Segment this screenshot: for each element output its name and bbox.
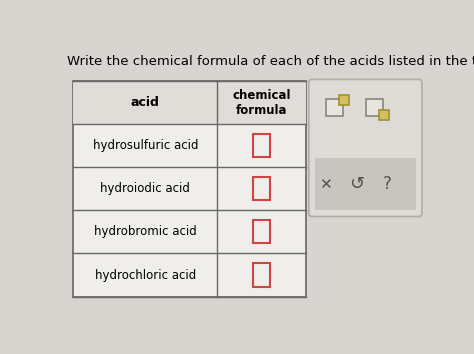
Bar bbox=[253, 177, 270, 200]
Text: hydroiodic acid: hydroiodic acid bbox=[100, 182, 190, 195]
Text: ✕: ✕ bbox=[319, 177, 332, 192]
Bar bbox=[73, 81, 306, 124]
Text: hydrobromic acid: hydrobromic acid bbox=[94, 225, 197, 238]
Text: ↺: ↺ bbox=[349, 175, 364, 193]
Text: Write the chemical formula of each of the acids listed in the table below.: Write the chemical formula of each of th… bbox=[67, 55, 474, 68]
Bar bbox=[326, 99, 343, 116]
Text: acid: acid bbox=[131, 96, 160, 109]
FancyBboxPatch shape bbox=[309, 79, 422, 217]
Bar bbox=[339, 96, 349, 105]
Text: hydrochloric acid: hydrochloric acid bbox=[95, 269, 196, 281]
Bar bbox=[253, 263, 270, 287]
Bar bbox=[73, 81, 306, 297]
Bar bbox=[379, 110, 389, 120]
Text: ?: ? bbox=[383, 175, 392, 193]
Text: hydrosulfuric acid: hydrosulfuric acid bbox=[92, 139, 198, 152]
Bar bbox=[253, 134, 270, 157]
Bar bbox=[253, 220, 270, 244]
Text: chemical
formula: chemical formula bbox=[232, 88, 291, 116]
Bar bbox=[366, 99, 383, 116]
Bar bbox=[315, 158, 416, 210]
